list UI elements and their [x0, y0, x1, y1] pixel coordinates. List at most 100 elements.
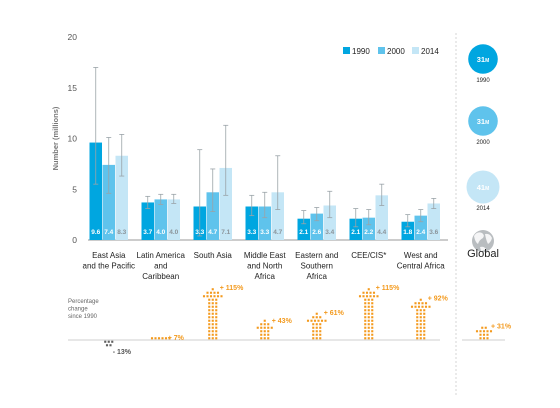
bar-value-label: 4.7: [273, 229, 282, 236]
arrow-dot: [211, 337, 214, 340]
arrow-dot: [364, 326, 367, 329]
category-label: South Asia: [194, 251, 233, 260]
arrow-dot: [315, 337, 318, 340]
arrow-dot: [416, 323, 419, 326]
arrow-dot: [419, 323, 422, 326]
bar-1990: [401, 221, 414, 240]
arrow-dot: [211, 323, 214, 326]
arrow-dot: [423, 316, 426, 319]
bar-2000: [102, 164, 115, 240]
change-arrow: [256, 319, 273, 340]
arrow-dot: [486, 337, 489, 340]
error-bar-2000: [106, 137, 112, 194]
y-tick-label: 0: [72, 235, 77, 245]
y-tick-label: 10: [68, 134, 78, 144]
arrow-dot: [416, 333, 419, 336]
bar-2000: [362, 217, 375, 240]
arrow-dot: [416, 319, 419, 322]
arrow-dot: [270, 326, 273, 329]
arrow-dot: [371, 309, 374, 312]
arrow-dot: [416, 316, 419, 319]
arrow-dot: [211, 298, 214, 301]
arrow-dot: [365, 291, 369, 294]
arrow-dot: [371, 333, 374, 336]
error-bar-2000: [210, 168, 216, 212]
arrow-dot: [213, 295, 216, 298]
arrow-dot: [414, 302, 417, 305]
arrow-dot: [161, 337, 164, 340]
error-bar-2014: [327, 190, 333, 219]
arrow-dot: [371, 323, 374, 326]
arrow-dot: [260, 337, 263, 340]
arrow-dot: [211, 333, 214, 336]
arrow-dot: [489, 330, 493, 333]
arrow-dot: [371, 337, 374, 340]
arrow-dot: [362, 291, 365, 294]
bar-value-label: 3.7: [143, 229, 152, 236]
arrow-dot: [367, 309, 370, 312]
arrow-dot: [164, 337, 168, 340]
arrow-dot: [208, 302, 211, 305]
arrow-dot: [208, 305, 211, 308]
arrow-dot: [317, 319, 320, 322]
category-label: East Asia and the Pacific: [83, 251, 135, 271]
bar-1990: [141, 202, 154, 240]
bar-value-label: 3.3: [260, 229, 269, 236]
arrow-dot: [367, 298, 370, 301]
arrow-dot: [215, 323, 218, 326]
arrow-dot: [419, 326, 422, 329]
arrow-dot: [423, 323, 426, 326]
arrow-dot: [208, 330, 211, 333]
arrow-dot: [371, 319, 374, 322]
arrow-dot: [479, 333, 482, 336]
category-label: Eastern and Southern Africa: [295, 251, 338, 281]
arrow-dot: [482, 337, 486, 340]
arrow-dot: [267, 333, 270, 336]
arrow-dot: [211, 309, 214, 312]
y-tick-label: 20: [68, 32, 78, 42]
error-bar-2000: [418, 209, 424, 223]
arrow-dot: [211, 305, 214, 308]
bar-2014: [219, 167, 232, 240]
arrow-dot: [486, 330, 489, 333]
arrow-dot: [482, 333, 486, 336]
bar-value-label: 2.4: [416, 229, 425, 236]
arrow-dot: [211, 330, 214, 333]
bar-value-label: 7.4: [104, 229, 113, 236]
arrow-dot: [416, 330, 419, 333]
arrow-dot: [364, 319, 367, 322]
arrow-dot: [364, 302, 367, 305]
arrow-dot: [315, 333, 318, 336]
arrow-dot: [367, 305, 370, 308]
arrow-dot: [416, 309, 419, 312]
arrow-dot: [410, 305, 414, 308]
arrow-dot: [215, 305, 218, 308]
arrow-dot: [376, 295, 379, 298]
arrow-dot: [306, 319, 310, 322]
arrow-dot: [208, 298, 211, 301]
arrow-dot: [267, 337, 270, 340]
bar-1990: [245, 206, 258, 240]
change-arrow: [202, 288, 223, 340]
arrow-dot: [419, 298, 422, 301]
arrow-dot: [364, 333, 367, 336]
change-arrow: [410, 298, 431, 340]
arrow-dot: [263, 333, 266, 336]
arrow-dot: [419, 312, 422, 315]
arrow-dot: [263, 319, 266, 322]
arrow-dot: [372, 295, 376, 298]
change-arrow: [306, 312, 327, 340]
arrow-dot: [367, 288, 370, 291]
bar-1990: [89, 142, 102, 240]
arrow-dot: [168, 337, 171, 340]
arrow-dot: [364, 298, 367, 301]
arrow-dot: [211, 312, 214, 315]
error-bar-2014: [431, 197, 437, 209]
arrow-dot: [215, 316, 218, 319]
global-bubble-1990: [468, 44, 498, 74]
arrow-dot: [157, 337, 161, 340]
arrow-dot: [263, 323, 266, 326]
arrow-dot: [371, 316, 374, 319]
bar-2014: [167, 199, 180, 240]
